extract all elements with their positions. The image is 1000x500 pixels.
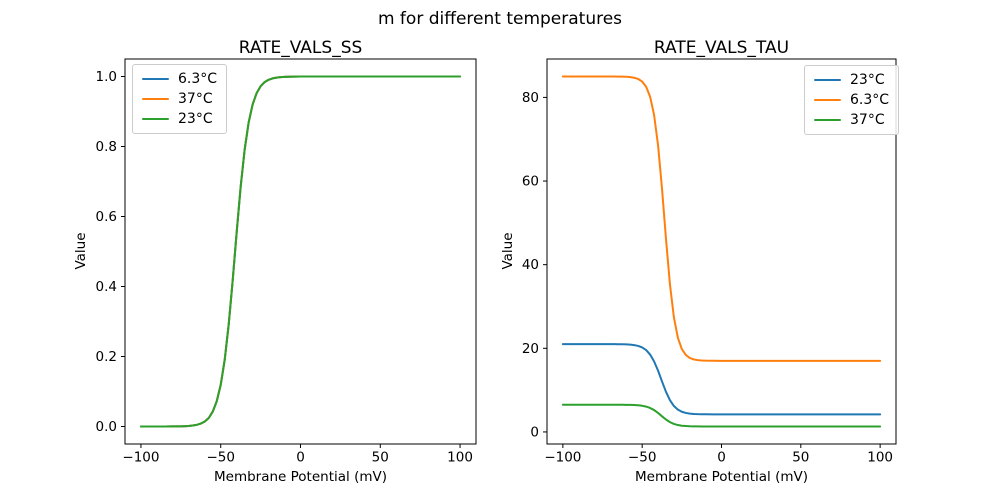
- y-tick-label: 0.8: [96, 139, 117, 155]
- x-tick-label: −50: [206, 450, 235, 466]
- series-line-23C: [561, 343, 882, 416]
- y-tick-label: 0.2: [96, 349, 117, 365]
- x-tick-label: 50: [792, 450, 809, 466]
- legend-label: 6.3°C: [178, 71, 218, 87]
- legend-item: 37°C: [814, 113, 889, 127]
- y-tick-label: 1.0: [96, 69, 117, 85]
- legend-label: 37°C: [178, 91, 213, 107]
- tau-plot-title: RATE_VALS_TAU: [653, 38, 790, 58]
- legend-line-swatch: [814, 78, 841, 82]
- legend-line-swatch: [814, 118, 841, 122]
- y-tick-label: 40: [522, 257, 539, 273]
- tau-legend: 23°C 6.3°C 37°C: [804, 65, 900, 135]
- series-line-6.3C: [561, 75, 882, 362]
- ss-yaxis-label: Value: [73, 232, 89, 270]
- y-tick-label: 80: [522, 90, 539, 106]
- x-tick-label: −100: [544, 450, 581, 466]
- ss-plot-title: RATE_VALS_SS: [238, 38, 363, 58]
- legend-label: 37°C: [850, 112, 885, 128]
- x-tick-label: 50: [372, 450, 389, 466]
- x-tick-label: 0: [717, 450, 726, 466]
- y-tick-label: 0.4: [96, 279, 117, 295]
- legend-label: 23°C: [178, 111, 213, 127]
- legend-item: 23°C: [142, 112, 217, 126]
- y-tick-label: 0.0: [96, 419, 117, 435]
- legend-label: 23°C: [850, 72, 885, 88]
- legend-item: 6.3°C: [814, 93, 889, 107]
- x-tick-label: −100: [122, 450, 159, 466]
- legend-line-swatch: [814, 98, 841, 102]
- legend-item: 37°C: [142, 92, 217, 106]
- tau-plot-area: −100 −50 0 50 100 0 20 40 60 80: [522, 58, 897, 466]
- series-line-37C: [561, 403, 882, 428]
- legend-line-swatch: [142, 97, 169, 101]
- y-tick-label: 60: [522, 174, 539, 190]
- figure-suptitle: m for different temperatures: [377, 9, 623, 29]
- ss-plot-area: −100 −50 0 50 100 0.0 0.2 0.4 0.6 0.8 1.0: [96, 58, 477, 466]
- y-tick-label: 20: [522, 341, 539, 357]
- legend-line-swatch: [142, 77, 169, 81]
- legend-label: 6.3°C: [850, 92, 890, 108]
- ss-legend: 6.3°C 37°C 23°C: [132, 64, 228, 134]
- x-tick-label: 100: [867, 450, 893, 466]
- legend-line-swatch: [142, 117, 169, 121]
- y-tick-label: 0: [530, 424, 539, 440]
- y-tick-label: 0.6: [96, 209, 117, 225]
- tau-xaxis-label: Membrane Potential (mV): [634, 469, 808, 485]
- x-tick-label: −50: [628, 450, 657, 466]
- tau-yaxis-label: Value: [500, 232, 516, 270]
- x-tick-label: 0: [296, 450, 305, 466]
- legend-item: 23°C: [814, 73, 889, 87]
- ss-xaxis-label: Membrane Potential (mV): [213, 469, 387, 485]
- legend-item: 6.3°C: [142, 72, 217, 86]
- series-line-23C: [139, 75, 462, 428]
- x-tick-label: 100: [447, 450, 473, 466]
